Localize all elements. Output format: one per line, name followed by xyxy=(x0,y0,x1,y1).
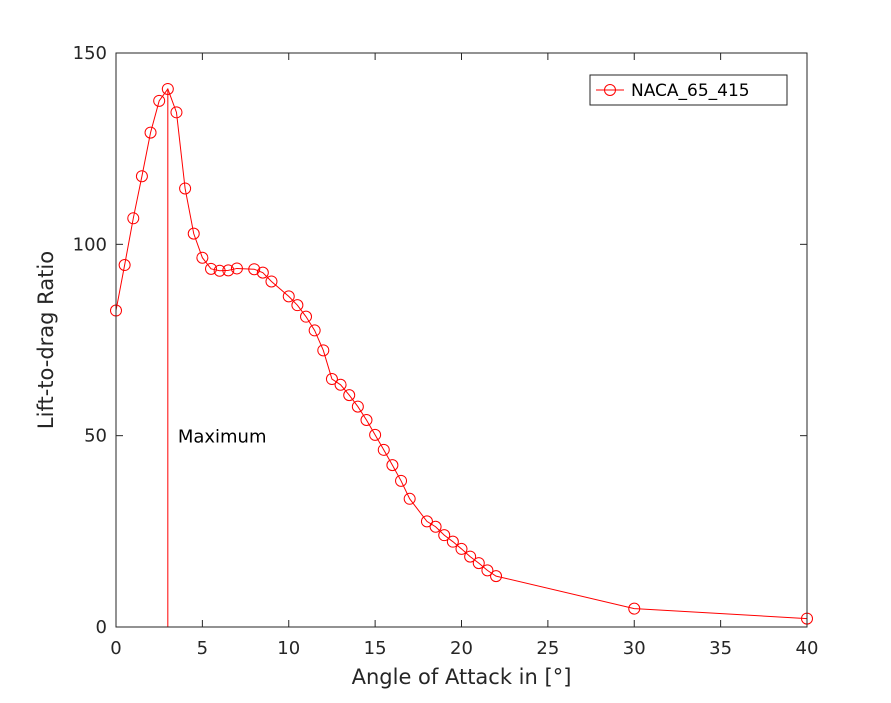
annotation-layer: Maximum xyxy=(178,427,267,448)
series-line xyxy=(115,87,808,620)
plot-area xyxy=(116,53,807,627)
data-point xyxy=(628,602,641,615)
data-point xyxy=(360,413,373,426)
y-tick-label: 0 xyxy=(96,617,107,638)
data-point xyxy=(213,264,226,277)
data-point xyxy=(256,266,269,279)
legend: NACA_65_415 xyxy=(589,74,788,106)
data-point xyxy=(429,520,442,533)
data-point xyxy=(248,263,261,276)
data-point xyxy=(179,182,192,195)
x-tick-label: 20 xyxy=(450,638,473,659)
data-point xyxy=(127,212,140,225)
data-point xyxy=(161,82,174,95)
data-point xyxy=(395,474,408,487)
data-point xyxy=(282,290,295,303)
data-point xyxy=(420,515,433,528)
x-axis-label: Angle of Attack in [°] xyxy=(352,665,572,689)
x-tick-label: 0 xyxy=(110,638,121,659)
legend-marker xyxy=(604,84,616,96)
y-tick-label: 100 xyxy=(73,234,107,255)
data-point xyxy=(291,299,304,312)
data-point xyxy=(300,310,313,323)
x-tick-label: 25 xyxy=(536,638,559,659)
data-point xyxy=(343,389,356,402)
data-point xyxy=(334,378,347,391)
data-point xyxy=(170,106,183,119)
x-tick-label: 35 xyxy=(709,638,732,659)
x-tick-label: 40 xyxy=(796,638,819,659)
tick-layer xyxy=(115,52,808,628)
data-point xyxy=(325,373,338,386)
data-point xyxy=(472,557,485,570)
data-point xyxy=(351,400,364,413)
data-point xyxy=(135,170,148,183)
data-point xyxy=(196,251,209,264)
y-axis-label: Lift-to-drag Ratio xyxy=(34,251,58,429)
data-point xyxy=(317,344,330,357)
data-point xyxy=(118,258,131,271)
data-point xyxy=(403,492,416,505)
y-tick-label: 50 xyxy=(84,426,107,447)
data-point xyxy=(438,529,451,542)
data-point xyxy=(446,535,459,548)
data-point xyxy=(144,126,157,139)
data-point xyxy=(377,443,390,456)
x-tick-label: 5 xyxy=(197,638,208,659)
series-marker-layer xyxy=(110,82,813,625)
y-tick-labels: 0 50 100 150 xyxy=(73,43,107,638)
data-point xyxy=(455,542,468,555)
data-point xyxy=(490,570,503,583)
y-tick-label: 150 xyxy=(73,43,107,64)
data-point xyxy=(153,94,166,107)
x-tick-label: 30 xyxy=(623,638,646,659)
data-point xyxy=(308,324,321,337)
data-point xyxy=(464,550,477,563)
data-point xyxy=(205,262,218,275)
data-point xyxy=(230,262,243,275)
x-tick-labels: 0 5 10 15 20 25 30 35 40 xyxy=(110,638,818,659)
data-point xyxy=(481,564,494,577)
data-point xyxy=(187,227,200,240)
maximum-annotation: Maximum xyxy=(178,427,267,448)
data-point xyxy=(369,428,382,441)
data-point xyxy=(222,264,235,277)
data-point xyxy=(386,459,399,472)
legend-entry-label: NACA_65_415 xyxy=(631,81,750,101)
series-line-layer xyxy=(115,87,808,620)
data-point xyxy=(265,275,278,288)
x-tick-label: 15 xyxy=(364,638,387,659)
x-tick-label: 10 xyxy=(277,638,300,659)
